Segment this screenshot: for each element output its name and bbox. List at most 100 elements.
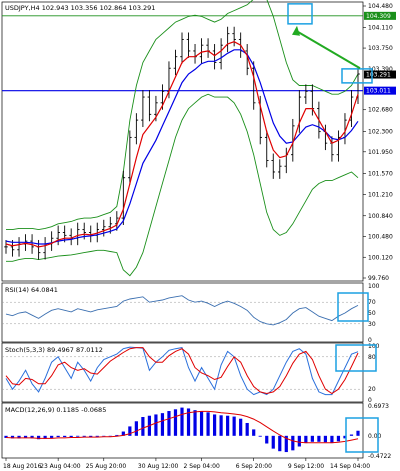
x-tick-label: 2 Sep 04:00 [184, 463, 220, 470]
macd-histogram-bar [154, 414, 158, 436]
macd-histogram-bar [134, 421, 138, 436]
y-tick-label: 104.110 [368, 24, 393, 31]
price-label-current-bg [364, 70, 396, 79]
macd-histogram-bar [36, 435, 41, 440]
bollinger-lower-line [6, 93, 359, 277]
y-tick-label: 100.840 [368, 213, 393, 220]
x-tick-label: 30 Aug 12:00 [138, 463, 179, 470]
macd-tick-label: -0.4722 [368, 453, 391, 460]
macd-histogram-bar [284, 435, 288, 453]
macd-histogram-bar [349, 434, 354, 436]
macd-histogram-bar [141, 417, 145, 436]
macd-histogram-bar [304, 435, 308, 444]
annotation-box-breakout [341, 68, 373, 84]
macd-histogram-bar [291, 435, 295, 451]
macd-histogram-bar [278, 435, 282, 452]
macd-histogram-bar [69, 435, 73, 438]
macd-histogram-bar [310, 435, 314, 442]
macd-histogram-bar [23, 435, 28, 438]
rsi-line [5, 295, 359, 326]
macd-histogram-bar [323, 435, 328, 443]
annotation-box-macd [345, 417, 379, 453]
annotation-box-target [287, 3, 313, 25]
stoch-signal-line [5, 347, 359, 395]
macd-title: MACD(12,26,9) 0.1185 -0.0685 [5, 406, 106, 414]
y-tick-label: 102.300 [368, 129, 393, 136]
annotation-box-rsi [337, 292, 369, 322]
price-label-support: 103.011 [366, 88, 391, 95]
macd-histogram-bar [239, 418, 243, 436]
macd-histogram-bar [199, 411, 204, 436]
target-arrow-head [292, 25, 300, 36]
macd-histogram-bar [252, 429, 256, 436]
macd-histogram-bar [128, 426, 132, 436]
macd-histogram-bar [317, 435, 321, 442]
macd-histogram-bar [43, 435, 47, 439]
stoch-tick-label: 80 [368, 354, 376, 361]
stoch-tick-label: 100 [368, 343, 380, 350]
macd-histogram-bar [265, 435, 269, 444]
rsi-title: RSI(14) 64.0841 [5, 286, 58, 294]
rsi-tick-label: 30 [368, 321, 376, 328]
stoch-panel-frame [1, 342, 364, 403]
macd-histogram-bar [4, 435, 8, 438]
price-label-current: 103.291 [366, 72, 391, 79]
macd-histogram-bar [226, 415, 230, 436]
main-panel-frame [1, 1, 364, 282]
macd-histogram-bar [82, 435, 86, 437]
ema-slow-line [5, 49, 359, 245]
macd-histogram-bar [186, 408, 191, 436]
macd-histogram-bar [180, 407, 184, 436]
y-tick-label: 101.950 [368, 149, 393, 156]
y-tick-label: 101.570 [368, 171, 393, 178]
rsi-tick-label: 50 [368, 310, 376, 317]
x-tick-label: 18 Aug 2016 [3, 463, 42, 470]
macd-histogram-bar [102, 435, 106, 437]
macd-histogram-bar [343, 435, 347, 439]
main-title: USDJPY,H4 102.943 103.356 102.864 103.29… [5, 4, 155, 12]
macd-histogram-bar [30, 435, 34, 439]
macd-histogram-bar [232, 416, 236, 436]
y-tick-label: 101.210 [368, 191, 393, 198]
y-tick-label: 100.480 [368, 234, 393, 241]
macd-tick-label: 0.00 [368, 433, 382, 440]
ema-fast-line [5, 41, 359, 248]
y-tick-label: 104.480 [368, 3, 393, 10]
macd-tick-label: 0.6973 [368, 403, 389, 410]
rsi-tick-label: 0 [368, 337, 372, 344]
bollinger-upper-line [6, 0, 359, 231]
x-tick-label: 23 Aug 04:00 [40, 463, 81, 470]
macd-histogram-bar [271, 435, 275, 449]
macd-histogram-bar [108, 435, 112, 437]
rsi-panel-frame [1, 282, 364, 343]
y-tick-label: 102.680 [368, 107, 393, 114]
macd-histogram-bar [89, 435, 93, 438]
x-tick-label: 6 Sep 20:00 [236, 463, 272, 470]
macd-histogram-bar [10, 435, 15, 439]
y-tick-label: 103.750 [368, 45, 393, 52]
stoch-tick-label: 20 [368, 386, 376, 393]
macd-histogram-bar [50, 435, 54, 438]
macd-histogram-bar [17, 435, 21, 439]
x-tick-label: 9 Sep 12:00 [288, 463, 324, 470]
stoch-tick-label: 0 [368, 397, 372, 404]
macd-histogram-bar [297, 435, 301, 447]
macd-histogram-bar [115, 434, 119, 436]
macd-histogram-bar [258, 435, 262, 437]
price-label-resistance-bg [364, 11, 396, 20]
rsi-tick-label: 70 [368, 299, 376, 306]
macd-histogram-bar [121, 431, 125, 436]
rsi-tick-label: 100 [368, 283, 380, 290]
y-tick-label: 100.120 [368, 254, 393, 261]
macd-histogram-bar [212, 414, 217, 436]
macd-histogram-bar [63, 435, 67, 438]
macd-panel-frame [1, 402, 364, 459]
macd-histogram-bar [76, 435, 80, 437]
stoch-title: Stoch(5,3,3) 89.4967 87.0112 [5, 346, 103, 354]
y-tick-label: 103.390 [368, 66, 393, 73]
macd-histogram-bar [167, 411, 171, 436]
macd-histogram-bar [336, 435, 341, 442]
macd-histogram-bar [193, 410, 197, 436]
